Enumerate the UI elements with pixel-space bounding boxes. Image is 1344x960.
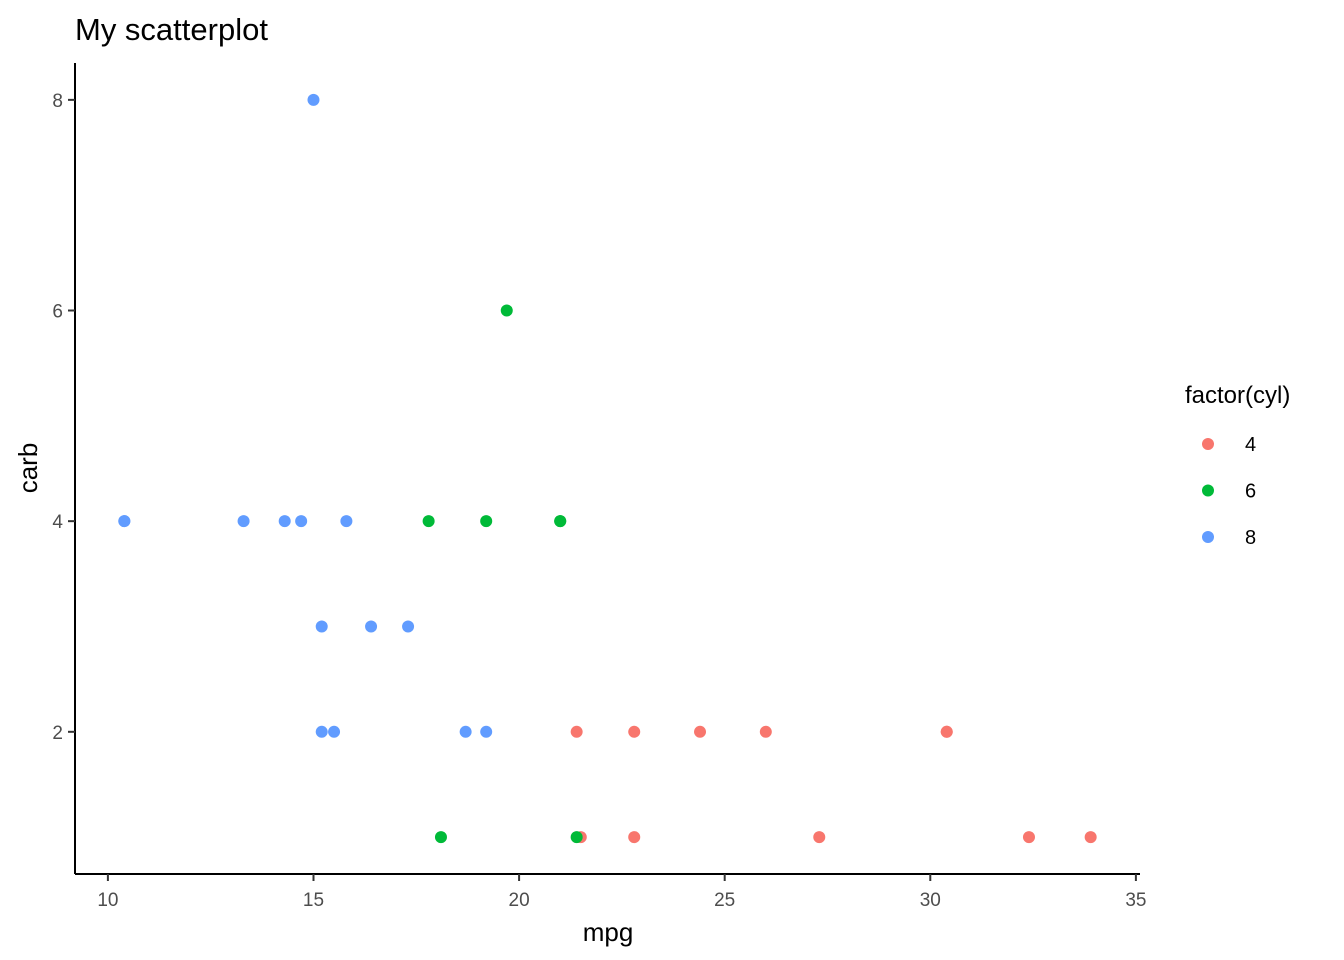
x-tick-label: 30 <box>920 890 941 911</box>
data-point-cyl-6 <box>422 515 435 528</box>
data-point-cyl-8 <box>118 515 131 528</box>
data-point-cyl-8 <box>315 725 328 738</box>
data-point-cyl-8 <box>340 515 353 528</box>
legend-label-4: 4 <box>1245 434 1256 456</box>
data-point-cyl-8 <box>365 620 378 633</box>
data-point-cyl-4 <box>570 725 583 738</box>
y-tick-label: 2 <box>52 723 63 744</box>
legend: factor(cyl) 4 6 8 <box>1185 382 1290 549</box>
y-tick-label: 6 <box>52 302 63 323</box>
x-tick-label: 15 <box>303 890 324 911</box>
data-point-cyl-6 <box>480 515 493 528</box>
data-point-cyl-8 <box>459 725 472 738</box>
data-point-cyl-8 <box>402 620 415 633</box>
data-point-cyl-8 <box>328 725 341 738</box>
x-tick-label: 25 <box>714 890 735 911</box>
x-axis-title: mpg <box>583 917 634 947</box>
legend-title: factor(cyl) <box>1185 382 1290 409</box>
data-point-cyl-6 <box>500 304 513 317</box>
legend-label-6: 6 <box>1245 481 1256 503</box>
data-point-cyl-4 <box>1084 831 1097 844</box>
data-point-cyl-6 <box>434 831 447 844</box>
data-point-cyl-4 <box>813 831 826 844</box>
points-layer <box>118 93 1097 844</box>
legend-key-6 <box>1202 484 1214 497</box>
x-axis-ticks: 10 15 20 25 30 35 <box>97 874 1146 911</box>
y-axis-ticks: 2 4 6 8 <box>52 91 75 744</box>
data-point-cyl-4 <box>694 725 707 738</box>
data-point-cyl-8 <box>295 515 308 528</box>
legend-items: 4 6 8 <box>1202 434 1256 549</box>
data-point-cyl-4 <box>628 831 641 844</box>
data-point-cyl-8 <box>480 725 493 738</box>
data-point-cyl-4 <box>628 725 641 738</box>
x-tick-label: 10 <box>97 890 118 911</box>
data-point-cyl-6 <box>554 515 567 528</box>
data-point-cyl-4 <box>940 725 953 738</box>
chart-title: My scatterplot <box>75 12 268 47</box>
legend-key-4 <box>1202 438 1214 450</box>
data-point-cyl-4 <box>1022 831 1035 844</box>
x-tick-label: 20 <box>509 890 530 911</box>
y-tick-label: 8 <box>52 91 63 112</box>
data-point-cyl-6 <box>570 831 583 844</box>
y-tick-label: 4 <box>52 512 63 533</box>
data-point-cyl-4 <box>759 725 772 738</box>
x-tick-label: 35 <box>1125 890 1146 911</box>
legend-label-8: 8 <box>1245 527 1256 549</box>
y-axis-title: carb <box>13 443 43 494</box>
data-point-cyl-8 <box>278 515 291 528</box>
data-point-cyl-8 <box>307 93 320 106</box>
data-point-cyl-8 <box>237 515 250 528</box>
legend-key-8 <box>1202 531 1214 543</box>
data-point-cyl-8 <box>315 620 328 633</box>
